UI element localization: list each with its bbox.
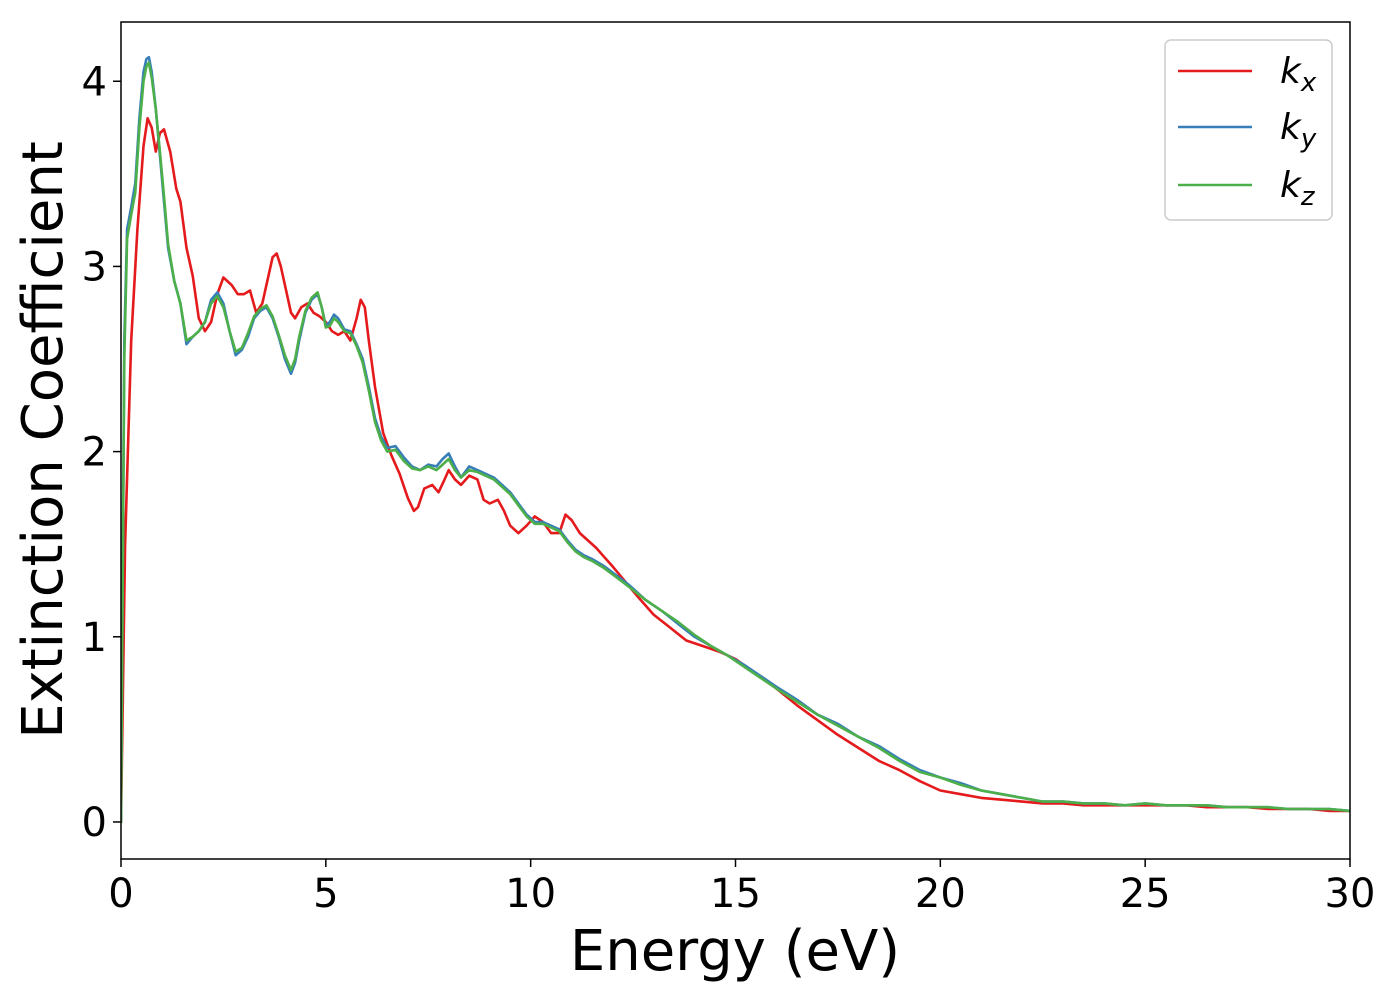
x-tick-label: 15	[710, 871, 761, 917]
x-tick-label: 0	[108, 871, 133, 917]
y-tick-label: 1	[82, 615, 107, 661]
y-tick-label: 4	[82, 59, 107, 105]
legend-label-subscript: z	[1300, 182, 1316, 212]
x-axis: 0 5 10 15 20 25 30	[108, 859, 1375, 917]
legend-label-subscript: y	[1300, 124, 1317, 154]
legend-label-base: k	[1280, 107, 1303, 148]
legend-label-base: k	[1280, 165, 1303, 206]
legend-label-base: k	[1280, 51, 1303, 92]
x-tick-label: 5	[313, 871, 338, 917]
y-tick-label: 2	[82, 430, 107, 476]
legend-label: kz	[1280, 165, 1316, 212]
legend-label: ky	[1280, 107, 1317, 154]
series-kx-line	[121, 117, 1350, 824]
legend-frame	[1164, 39, 1333, 221]
x-tick-label: 30	[1325, 871, 1376, 917]
series-layer	[121, 55, 1350, 824]
y-axis-label: Extinction Coefficient	[11, 141, 76, 739]
x-tick-label: 10	[505, 871, 556, 917]
y-tick-label: 0	[82, 800, 107, 846]
y-tick-label: 3	[82, 244, 107, 290]
series-kz-line	[121, 61, 1350, 824]
x-tick-label: 25	[1120, 871, 1171, 917]
x-tick-label: 20	[915, 871, 966, 917]
legend-label: kx	[1280, 51, 1317, 98]
legend-label-subscript: x	[1300, 68, 1317, 98]
x-axis-label: Energy (eV)	[570, 919, 900, 984]
y-axis: 0 1 2 3 4	[82, 59, 121, 846]
